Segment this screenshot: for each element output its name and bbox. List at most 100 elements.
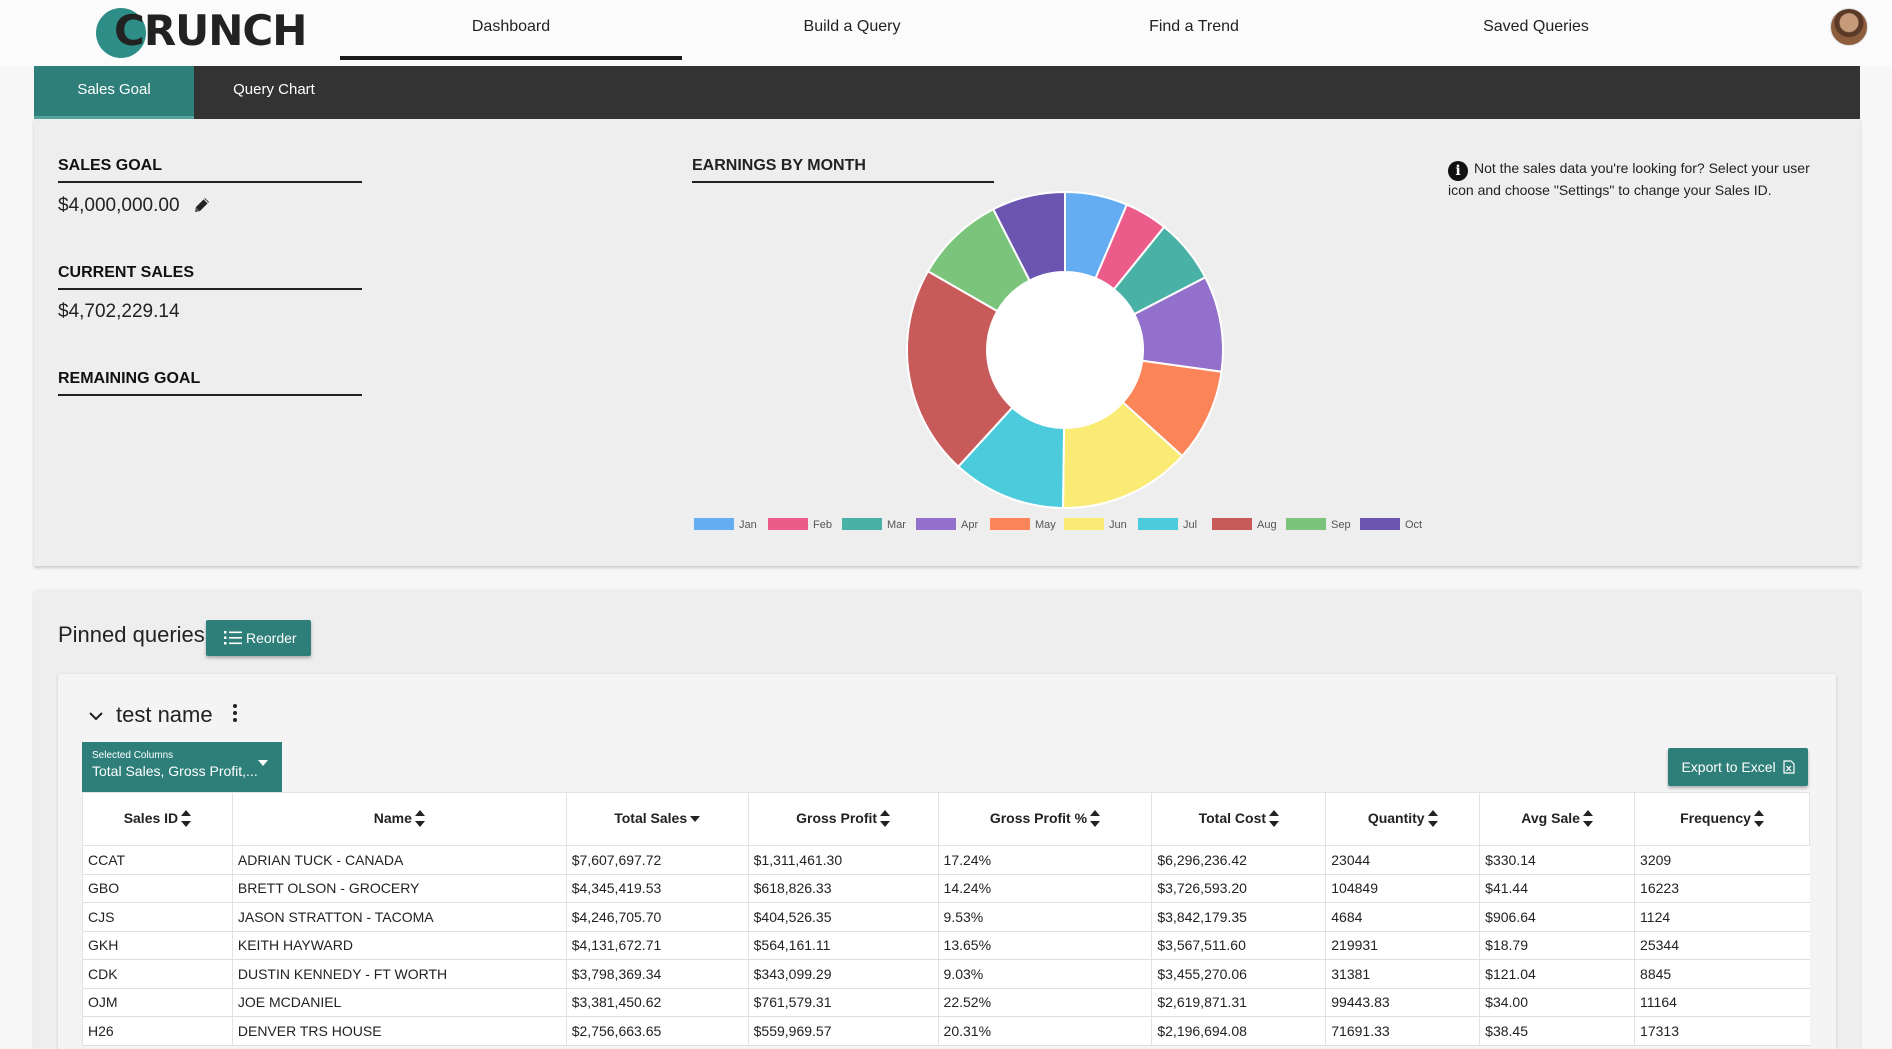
sort-icon xyxy=(880,810,891,828)
tab-find-a-trend[interactable]: Find a Trend xyxy=(1149,18,1239,35)
legend-item-jun[interactable]: Jun xyxy=(1064,517,1127,533)
table-cell: $761,579.31 xyxy=(747,988,939,1017)
table-cell: $7,607,697.72 xyxy=(565,845,749,875)
table-cell: 8845 xyxy=(1634,959,1810,989)
table-cell: 3209 xyxy=(1634,845,1810,875)
sort-icon xyxy=(181,810,192,828)
legend-swatch xyxy=(916,518,956,530)
table-cell: $4,246,705.70 xyxy=(565,902,749,932)
earnings-donut-chart xyxy=(906,190,1224,510)
legend-item-jul[interactable]: Jul xyxy=(1138,517,1197,533)
pinned-queries-title: Pinned queries xyxy=(58,622,205,647)
kebab-menu-icon[interactable] xyxy=(230,704,240,726)
subtab-query-chart[interactable]: Query Chart xyxy=(233,81,315,98)
table-cell: $41.44 xyxy=(1479,874,1635,903)
logo-text: CRUNCH xyxy=(114,6,307,55)
tab-saved-queries[interactable]: Saved Queries xyxy=(1483,18,1589,35)
table-row[interactable]: OJM JOE MCDANIEL $3,381,450.62 $761,579.31 2… xyxy=(82,988,1810,1017)
legend-item-oct[interactable]: Oct xyxy=(1360,517,1422,533)
selected-columns-value: Total Sales, Gross Profit,... xyxy=(92,763,258,779)
table-row[interactable]: GBO BRETT OLSON - GROCERY $4,345,419.53 $61… xyxy=(82,874,1810,903)
legend-label: Mar xyxy=(887,519,906,531)
table-cell: JOE MCDANIEL xyxy=(231,988,567,1017)
table-row[interactable]: CJS JASON STRATTON - TACOMA $4,246,705.70 $… xyxy=(82,902,1810,932)
export-to-excel-button[interactable]: Export to Excel xyxy=(1668,748,1808,786)
col-header-gross-profit-pct[interactable]: Gross Profit % xyxy=(937,792,1153,846)
table-cell: OJM xyxy=(82,988,233,1017)
info-note: i Not the sales data you're looking for? … xyxy=(1448,159,1838,199)
table-cell: $18.79 xyxy=(1479,931,1635,960)
crunch-logo[interactable]: CRUNCH xyxy=(96,2,307,58)
table-cell: CCAT xyxy=(82,845,233,875)
table-cell: $6,296,236.42 xyxy=(1151,845,1326,875)
legend-swatch xyxy=(1138,518,1178,530)
caret-down-icon xyxy=(258,760,268,766)
table-cell: GBO xyxy=(82,874,233,903)
col-header-total-cost[interactable]: Total Cost xyxy=(1151,792,1327,846)
table-row[interactable]: GKH KEITH HAYWARD $4,131,672.71 $564,161.11… xyxy=(82,931,1810,960)
query-results-table: Sales ID Name Total Sales Gross Profit G… xyxy=(82,792,1810,1046)
table-body: CCAT ADRIAN TUCK - CANADA $7,607,697.72 $1,… xyxy=(82,845,1810,1046)
subtab-sales-goal[interactable]: Sales Goal xyxy=(34,66,194,119)
table-cell: $2,619,871.31 xyxy=(1151,988,1326,1017)
table-cell: $34.00 xyxy=(1479,988,1635,1017)
legend-label: Jul xyxy=(1183,519,1198,531)
legend-item-sep[interactable]: Sep xyxy=(1286,517,1351,533)
chart-legend: Jan Feb Mar Apr May Jun Jul Aug Sep Oct xyxy=(694,517,1474,537)
table-cell: DENVER TRS HOUSE xyxy=(231,1016,567,1046)
reorder-button[interactable]: Reorder xyxy=(206,620,311,656)
user-avatar[interactable] xyxy=(1830,8,1868,46)
current-sales-label: CURRENT SALES xyxy=(58,264,362,290)
legend-label: Jun xyxy=(1109,519,1127,531)
legend-swatch xyxy=(694,518,734,530)
col-header-frequency[interactable]: Frequency xyxy=(1634,792,1810,846)
legend-item-apr[interactable]: Apr xyxy=(916,517,978,533)
table-cell: 4684 xyxy=(1325,902,1480,932)
table-cell: $4,345,419.53 xyxy=(565,874,749,903)
col-header-name[interactable]: Name xyxy=(231,792,567,846)
tab-dashboard[interactable]: Dashboard xyxy=(340,0,682,60)
list-icon xyxy=(224,631,242,645)
table-row[interactable]: CDK DUSTIN KENNEDY - FT WORTH $3,798,369.3… xyxy=(82,959,1810,989)
reorder-label: Reorder xyxy=(246,630,297,646)
sort-icon xyxy=(1427,810,1438,828)
query-name: test name xyxy=(116,702,213,727)
table-cell: 9.53% xyxy=(937,902,1152,932)
info-note-text: Not the sales data you're looking for? S… xyxy=(1448,160,1810,198)
table-row[interactable]: H26 DENVER TRS HOUSE $2,756,663.65 $559,969… xyxy=(82,1016,1810,1046)
table-cell: ADRIAN TUCK - CANADA xyxy=(231,845,567,875)
legend-item-may[interactable]: May xyxy=(990,517,1056,533)
legend-item-jan[interactable]: Jan xyxy=(694,517,757,533)
legend-label: Jan xyxy=(739,519,757,531)
slice-aug[interactable] xyxy=(906,269,1014,468)
table-cell: $3,567,511.60 xyxy=(1151,931,1326,960)
col-header-quantity[interactable]: Quantity xyxy=(1325,792,1481,846)
legend-label: Apr xyxy=(961,519,979,531)
col-header-gross-profit[interactable]: Gross Profit xyxy=(747,792,939,846)
table-cell: $404,526.35 xyxy=(747,902,939,932)
legend-item-aug[interactable]: Aug xyxy=(1212,517,1277,533)
chevron-down-icon[interactable] xyxy=(88,708,104,724)
table-cell: $618,826.33 xyxy=(747,874,939,903)
table-cell: 11164 xyxy=(1634,988,1810,1017)
table-cell: $1,311,461.30 xyxy=(747,845,939,875)
tab-build-a-query[interactable]: Build a Query xyxy=(803,18,901,35)
slice-oct[interactable] xyxy=(991,190,1066,282)
legend-label: Feb xyxy=(813,519,832,531)
legend-item-feb[interactable]: Feb xyxy=(768,517,832,533)
legend-item-mar[interactable]: Mar xyxy=(842,517,906,533)
table-cell: CJS xyxy=(82,902,233,932)
col-header-sales-id[interactable]: Sales ID xyxy=(82,792,233,846)
selected-columns-dropdown[interactable]: Selected Columns Total Sales, Gross Prof… xyxy=(82,742,282,792)
col-header-total-sales[interactable]: Total Sales xyxy=(565,792,749,846)
table-cell: 16223 xyxy=(1634,874,1810,903)
pencil-icon[interactable] xyxy=(192,195,212,215)
table-cell: $3,381,450.62 xyxy=(565,988,749,1017)
table-cell: BRETT OLSON - GROCERY xyxy=(231,874,567,903)
table-cell: $4,131,672.71 xyxy=(565,931,749,960)
legend-swatch xyxy=(768,518,808,530)
col-header-avg-sale[interactable]: Avg Sale xyxy=(1479,792,1636,846)
sort-icon xyxy=(414,810,425,828)
chart-title: EARNINGS BY MONTH xyxy=(692,157,994,183)
table-row[interactable]: CCAT ADRIAN TUCK - CANADA $7,607,697.72 $1,… xyxy=(82,845,1810,875)
